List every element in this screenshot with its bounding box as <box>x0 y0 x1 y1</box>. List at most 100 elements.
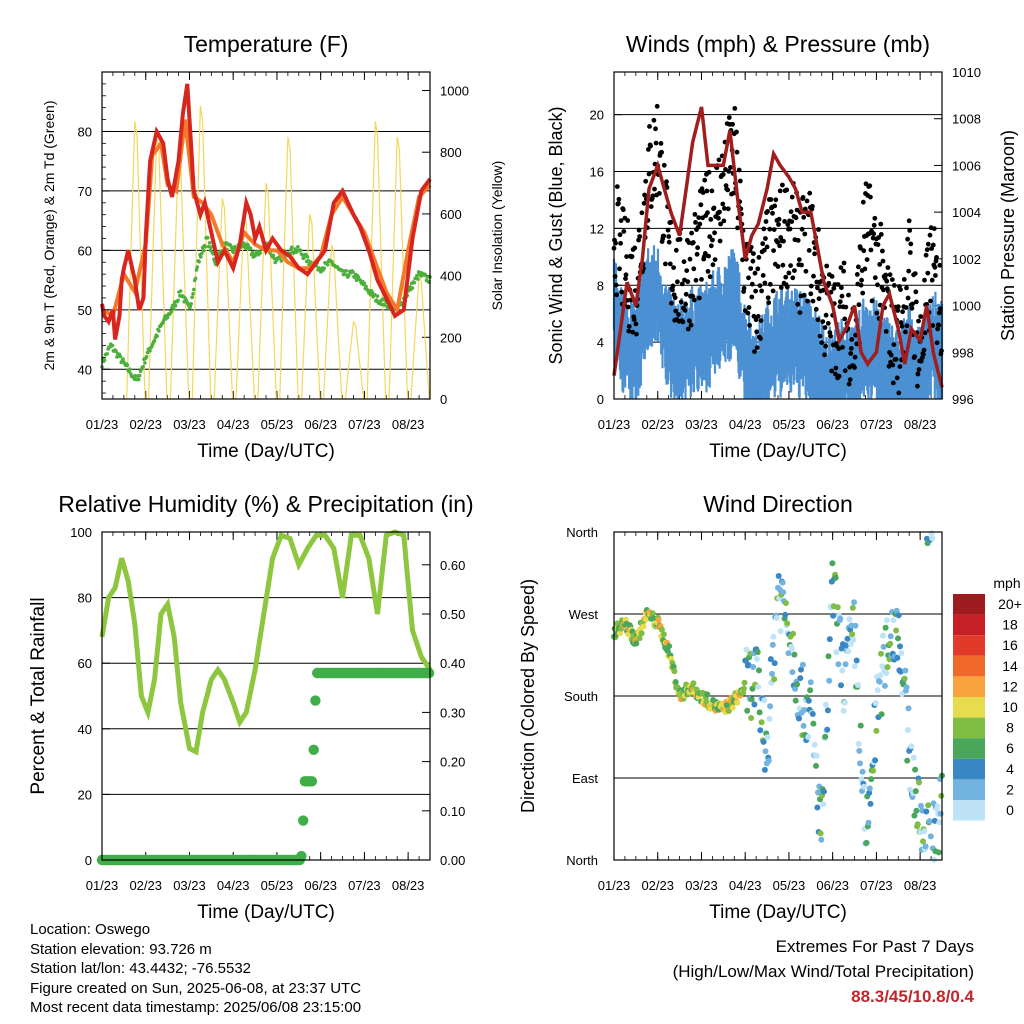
dewpoint-point <box>279 259 284 263</box>
wind-gust-point <box>852 354 858 360</box>
wind-direction-point <box>809 711 816 717</box>
dewpoint-point <box>277 256 282 260</box>
y-tick-label: North <box>566 853 598 868</box>
x-tick-label: 06/23 <box>816 878 849 893</box>
y-tick-label: 50 <box>78 303 92 318</box>
wind-gust-point <box>696 215 702 221</box>
legend-label: 2 <box>1006 781 1014 797</box>
chart-title: Winds (mph) & Pressure (mb) <box>626 31 930 57</box>
wind-direction-point <box>757 727 764 734</box>
wind-direction-point <box>929 535 936 542</box>
dewpoint-point <box>195 265 200 269</box>
wind-gust-point <box>760 241 766 247</box>
wind-gust-point <box>788 209 794 215</box>
dewpoint-point <box>340 268 345 273</box>
wind-gust-point <box>687 318 692 324</box>
wind-gust-point <box>617 232 623 238</box>
wind-direction-point <box>883 617 890 624</box>
wind-direction-point <box>855 682 861 688</box>
wind-gust-point <box>712 257 718 262</box>
wind-gust-point <box>783 274 789 280</box>
legend-label: 20+ <box>998 596 1022 612</box>
wind-direction-point <box>841 699 848 706</box>
wind-gust-point <box>784 187 790 193</box>
wind-gust-point <box>621 229 627 234</box>
wind-gust-point <box>817 333 823 339</box>
panel-3: Relative Humidity (%) & Precipitation (i… <box>28 491 474 923</box>
dewpoint-point <box>102 358 107 362</box>
wind-gust-point <box>616 196 622 202</box>
wind-direction-point <box>832 574 839 581</box>
wind-gust-point <box>617 266 622 272</box>
y-tick-label: 20 <box>78 787 92 802</box>
wind-direction-point <box>833 649 840 656</box>
wind-gust-point <box>905 295 911 301</box>
wind-direction-point <box>851 663 858 670</box>
wind-gust-point <box>749 281 755 287</box>
x-tick-label: 02/23 <box>129 878 162 893</box>
wind-gust-point <box>746 275 751 281</box>
x-axis-label: Time (Day/UTC) <box>709 902 847 923</box>
wind-gust-point <box>808 283 814 289</box>
wind-gust-point <box>720 201 726 207</box>
wind-direction-point <box>884 664 891 671</box>
dewpoint-point <box>188 304 193 309</box>
wind-gust-point <box>730 121 735 127</box>
x-axis-label: Time (Day/UTC) <box>197 441 335 462</box>
wind-direction-point <box>826 677 833 684</box>
created-text: Figure created on Sun, 2025-06-08, at 23… <box>30 979 362 997</box>
wind-direction-point <box>845 648 852 655</box>
wind-gust-point <box>767 226 773 232</box>
wind-direction-point <box>789 669 796 676</box>
wind-gust-point <box>765 209 770 214</box>
wind-gust-point <box>815 285 820 291</box>
wind-gust-point <box>633 321 639 327</box>
wind-gust-point <box>858 282 864 288</box>
wind-gust-point <box>795 238 801 243</box>
dewpoint-point <box>351 270 355 274</box>
wind-gust-point <box>928 298 933 304</box>
wind-direction-point <box>729 704 736 711</box>
wind-gust-point <box>829 368 834 374</box>
wind-direction-point <box>849 631 856 638</box>
wind-direction-point <box>744 707 751 714</box>
wind-gust-point <box>763 236 768 241</box>
wind-gust-point <box>871 231 877 237</box>
wind-gust-point <box>758 336 763 341</box>
wind-direction-point <box>755 683 762 690</box>
wind-direction-point <box>904 757 911 764</box>
x-tick-label: 07/23 <box>348 878 381 893</box>
wind-gust-point <box>913 299 919 305</box>
wind-direction-point <box>825 653 832 660</box>
wind-gust-point <box>823 312 829 318</box>
dewpoint-point <box>353 275 357 280</box>
x-axis-label: Time (Day/UTC) <box>197 902 335 923</box>
wind-gust-point <box>754 329 760 335</box>
dewpoint-point <box>290 245 294 249</box>
dewpoint-point <box>364 284 368 289</box>
wind-direction-point <box>881 682 888 689</box>
wind-gust-point <box>695 245 700 251</box>
wind-gust-point <box>675 279 680 285</box>
wind-gust-point <box>878 221 884 227</box>
wind-direction-point <box>894 654 901 661</box>
wind-direction-point <box>760 738 767 745</box>
wind-gust-point <box>681 259 687 265</box>
wind-gust-point <box>907 250 913 255</box>
wind-direction-point <box>779 579 786 586</box>
wind-direction-point <box>792 697 799 704</box>
wind-direction-point <box>814 804 821 811</box>
wind-direction-point <box>834 604 841 611</box>
wind-gust-point <box>898 287 903 292</box>
wind-gust-point <box>657 191 662 196</box>
wind-gust-point <box>819 340 825 346</box>
wind-gust-point <box>933 258 939 264</box>
wind-direction-point <box>853 657 860 664</box>
wind-gust-point <box>859 277 864 283</box>
wind-gust-point <box>833 365 839 371</box>
wind-gust-point <box>789 194 795 200</box>
x-tick-label: 08/23 <box>904 417 937 432</box>
wind-direction-point <box>824 707 831 714</box>
wind-gust-point <box>931 226 937 232</box>
precip-point <box>296 850 307 862</box>
